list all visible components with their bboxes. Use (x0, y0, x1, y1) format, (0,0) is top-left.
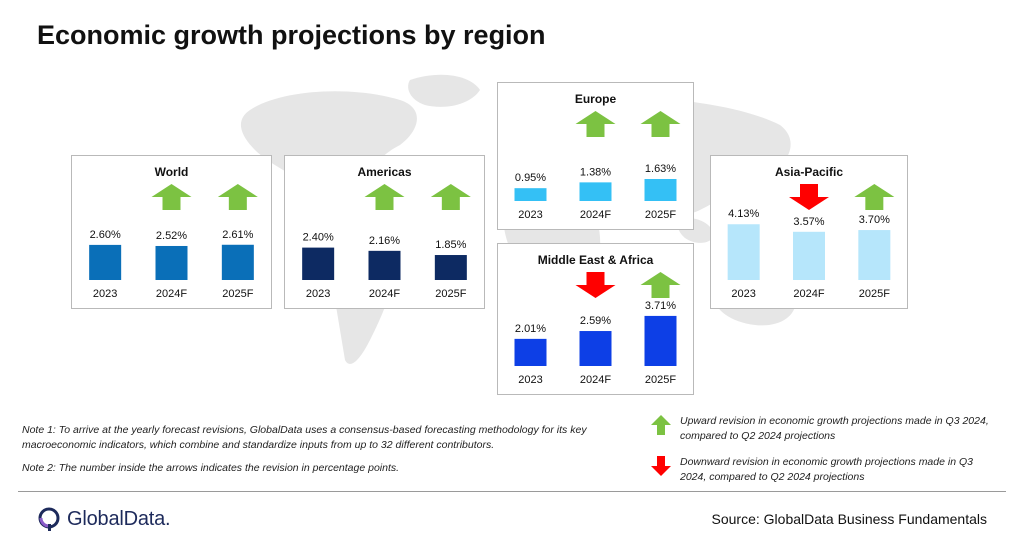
category-label: 2024F (580, 374, 611, 386)
chart-title: Europe (575, 92, 617, 106)
globaldata-logo-icon (38, 507, 60, 531)
upward-arrow-icon (854, 184, 895, 210)
upward-arrow-icon (651, 415, 671, 435)
footer-divider (18, 491, 1006, 492)
value-label: 2.52% (156, 230, 187, 242)
downward-arrow-icon (789, 184, 829, 210)
bar-2025f (221, 244, 254, 280)
chart-title: Americas (357, 165, 411, 179)
bar-2024f (579, 331, 612, 366)
upward-arrow-icon (364, 184, 405, 210)
value-label: 1.38% (580, 166, 611, 178)
panel-americas: Americas 2.40% 2023 2.16% 2024F 1.85% 2025F (284, 155, 485, 309)
chart-title: Middle East & Africa (538, 253, 654, 267)
legend-downward-text: Downward revision in economic growth pro… (680, 456, 973, 483)
globaldata-logo-text: GlobalData. (67, 507, 171, 530)
bar-2023 (727, 224, 760, 280)
chart-americas: Americas 2.40% 2023 2.16% 2024F 1.85% 2025F (302, 165, 471, 300)
downward-arrow-icon (575, 272, 616, 298)
value-label: 2.59% (580, 315, 611, 327)
value-label: 2.60% (90, 229, 121, 241)
category-label: 2024F (580, 209, 611, 221)
category-label: 2024F (156, 288, 187, 300)
value-label: 2.61% (222, 229, 253, 241)
bar-2024f (793, 231, 825, 280)
value-label: 3.57% (793, 216, 824, 228)
bar-2023 (302, 247, 335, 280)
category-label: 2025F (222, 288, 253, 300)
category-label: 2025F (435, 288, 466, 300)
value-label: 2.40% (303, 232, 334, 244)
chart-asia-pacific: Asia-Pacific 4.13% 2023 3.57% 2024F 3.70% 2025… (727, 165, 895, 300)
value-label: 3.70% (859, 214, 890, 226)
category-label: 2023 (518, 209, 542, 221)
page-title: Economic growth projections by region (37, 20, 546, 50)
upward-arrow-icon (217, 184, 258, 210)
bar-2025f (644, 178, 677, 201)
value-label: 2.16% (369, 235, 400, 247)
upward-arrow-icon (640, 111, 681, 137)
note-1: Note 1: To arrive at the yearly forecast… (22, 424, 587, 451)
category-label: 2025F (645, 374, 676, 386)
legend-upward: Upward revision in economic growth proje… (650, 414, 1000, 444)
bar-2024f (368, 250, 401, 280)
downward-arrow-icon (651, 456, 671, 476)
bar-2024f (579, 182, 612, 201)
legend-upward-text: Upward revision in economic growth proje… (680, 415, 989, 442)
chart-title: World (155, 165, 189, 179)
bar-2023 (514, 338, 547, 366)
panel-europe: Europe 0.95% 2023 1.38% 2024F 1.63% 2025F (497, 82, 694, 230)
category-label: 2024F (369, 288, 400, 300)
bar-2023 (514, 188, 547, 201)
value-label: 1.85% (435, 239, 466, 251)
category-label: 2025F (859, 288, 890, 300)
upward-arrow-icon (575, 111, 616, 137)
chart-title: Asia-Pacific (775, 165, 843, 179)
globaldata-logo: GlobalData. (37, 506, 171, 532)
category-label: 2025F (645, 209, 676, 221)
source-label: Source: GlobalData Business Fundamentals (711, 511, 987, 527)
bar-2024f (155, 245, 188, 280)
value-label: 3.71% (645, 300, 676, 312)
panel-world: World 2.60% 2023 2.52% 2024F 2.61% 2025F (71, 155, 272, 309)
bar-2023 (89, 244, 122, 280)
category-label: 2023 (731, 288, 755, 300)
legend-downward: Downward revision in economic growth pro… (650, 455, 1000, 485)
value-label: 2.01% (515, 323, 546, 335)
upward-arrow-icon (640, 272, 681, 298)
panel-middle-east-africa: Middle East & Africa 2.01% 2023 2.59% 2024F 3… (497, 243, 694, 395)
category-label: 2023 (518, 374, 542, 386)
note-2: Note 2: The number inside the arrows ind… (22, 462, 400, 474)
chart-middle-east-and-africa: Middle East & Africa 2.01% 2023 2.59% 2024F 3… (514, 253, 681, 386)
chart-world: World 2.60% 2023 2.52% 2024F 2.61% 2025F (89, 165, 258, 300)
bar-2025f (644, 315, 677, 366)
category-label: 2023 (306, 288, 330, 300)
value-label: 0.95% (515, 172, 546, 184)
category-label: 2024F (793, 288, 824, 300)
bar-2025f (858, 230, 891, 280)
value-label: 4.13% (728, 208, 759, 220)
category-label: 2023 (93, 288, 117, 300)
upward-arrow-icon (151, 184, 192, 210)
chart-europe: Europe 0.95% 2023 1.38% 2024F 1.63% 2025F (514, 92, 681, 221)
value-label: 1.63% (645, 163, 676, 175)
bar-2025f (434, 255, 467, 280)
upward-arrow-icon (430, 184, 471, 210)
panel-asia-pacific: Asia-Pacific 4.13% 2023 3.57% 2024F 3.70% 2025… (710, 155, 908, 309)
